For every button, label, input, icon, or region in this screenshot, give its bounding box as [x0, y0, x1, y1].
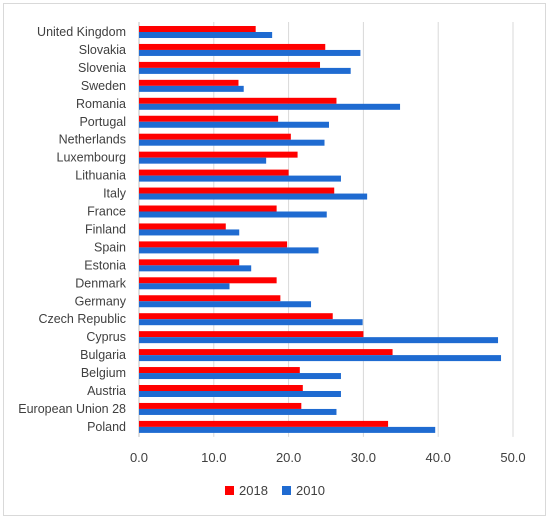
bar-2018	[139, 223, 226, 230]
bar-2018	[139, 205, 277, 212]
bar-2018	[139, 277, 277, 284]
bar-2010	[139, 391, 341, 397]
category-label: United Kingdom	[37, 25, 126, 39]
bars	[139, 26, 502, 433]
bar-2018	[139, 97, 337, 104]
legend-swatch	[282, 486, 291, 495]
bar-2010	[139, 355, 502, 362]
bar-2018	[139, 133, 291, 140]
category-label: Cyprus	[86, 330, 126, 344]
bar-2018	[139, 169, 289, 176]
bar-2010	[139, 229, 240, 236]
category-label: Austria	[87, 384, 126, 398]
bar-2010	[139, 193, 368, 200]
bar-2018	[139, 241, 288, 248]
category-label: Italy	[103, 187, 127, 201]
bar-2018	[139, 61, 321, 68]
bar-2010	[139, 211, 327, 218]
bar-2010	[139, 175, 341, 182]
bar-2010	[139, 337, 499, 344]
category-label: Slovenia	[78, 61, 126, 75]
bar-2018	[139, 259, 240, 266]
bar-2010	[139, 85, 244, 92]
category-label: Germany	[75, 294, 127, 308]
bar-2018	[139, 43, 326, 50]
category-label: Bulgaria	[80, 348, 126, 362]
category-label: Spain	[94, 240, 126, 254]
bar-2018	[139, 402, 302, 409]
category-label: Luxembourg	[57, 151, 127, 165]
x-tick-label: 20.0	[276, 450, 301, 465]
legend: 2018 2010	[225, 483, 325, 498]
bar-2010	[139, 408, 337, 415]
x-tick-label: 40.0	[426, 450, 451, 465]
bar-2010	[139, 157, 267, 164]
bar-2018	[139, 151, 298, 158]
category-label: Romania	[76, 97, 126, 111]
bar-2018	[139, 349, 393, 356]
bar-2010	[139, 283, 230, 290]
bar-2018	[139, 295, 281, 302]
bar-2010	[139, 301, 312, 308]
legend-label: 2010	[296, 483, 325, 498]
category-label: Slovakia	[79, 43, 126, 57]
category-label: Portugal	[79, 115, 126, 129]
bar-2018	[139, 420, 389, 427]
category-label: Finland	[85, 222, 126, 236]
category-label: European Union 28	[18, 402, 126, 416]
bar-2010	[139, 32, 273, 38]
bar-2010	[139, 103, 401, 110]
x-tick-label: 50.0	[500, 450, 525, 465]
legend-label: 2018	[239, 483, 268, 498]
bar-2018	[139, 313, 333, 320]
bar-2010	[139, 265, 252, 272]
bar-2010	[139, 67, 351, 74]
x-tick-labels: 0.0 10.0 20.0 30.0 40.0 50.0	[130, 450, 526, 465]
category-label: Denmark	[75, 276, 126, 290]
category-label: Netherlands	[59, 133, 126, 147]
category-label: Czech Republic	[38, 312, 126, 326]
category-label: Lithuania	[75, 169, 126, 183]
category-label: France	[87, 205, 126, 219]
category-label: Estonia	[84, 258, 126, 272]
bar-2018	[139, 385, 303, 391]
bar-2010	[139, 426, 436, 433]
bar-2010	[139, 247, 319, 254]
x-tick-label: 10.0	[201, 450, 226, 465]
category-label: Belgium	[81, 366, 126, 380]
bar-2018	[139, 331, 364, 338]
bar-2010	[139, 319, 363, 326]
x-tick-label: 0.0	[130, 450, 148, 465]
category-label: Sweden	[81, 79, 126, 93]
bar-2018	[139, 26, 256, 32]
bar-2018	[139, 79, 239, 86]
bar-2018	[139, 367, 300, 374]
bar-2018	[139, 115, 279, 122]
x-tick-label: 30.0	[351, 450, 376, 465]
legend-swatch	[225, 486, 234, 495]
bar-2010	[139, 139, 325, 146]
category-labels: United Kingdom Slovakia Slovenia Sweden Roma…	[18, 25, 126, 434]
bar-2010	[139, 373, 341, 380]
bar-2018	[139, 187, 335, 194]
category-label: Poland	[87, 420, 126, 434]
bar-2010	[139, 49, 361, 56]
bar-2010	[139, 121, 329, 128]
